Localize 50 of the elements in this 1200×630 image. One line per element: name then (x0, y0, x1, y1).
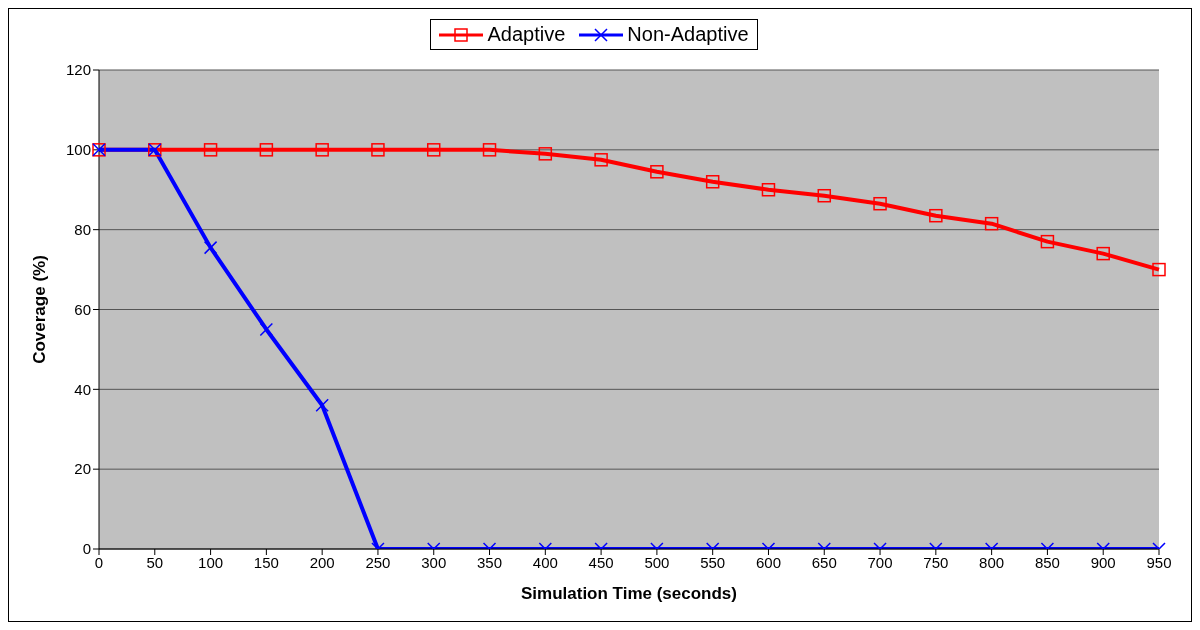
point (482, 143, 497, 157)
x-tick-label: 600 (755, 553, 781, 571)
x-tick-label: 850 (1034, 553, 1060, 571)
x-tick-label: 950 (1146, 553, 1172, 571)
point (817, 188, 832, 203)
point (203, 143, 218, 157)
x-tick-label: 750 (923, 553, 949, 571)
x-tick-label: 400 (532, 553, 558, 571)
point (315, 143, 329, 157)
point (984, 216, 999, 231)
y-tick-label: 20 (74, 460, 91, 478)
x-tick-label: 200 (309, 553, 335, 571)
legend-label: Adaptive (487, 23, 566, 46)
point (426, 143, 441, 157)
point (259, 143, 274, 157)
x-tick-label: 250 (365, 553, 391, 571)
point (371, 143, 385, 157)
x-tick-label: 800 (979, 553, 1005, 571)
x-tick-label: 300 (421, 553, 447, 571)
x-tick-label: 900 (1090, 553, 1116, 571)
point (594, 153, 608, 167)
point (1040, 234, 1055, 249)
point (538, 147, 553, 161)
x-tick-label: 450 (588, 553, 614, 571)
point (1152, 262, 1166, 277)
point (203, 240, 218, 255)
point (1096, 246, 1110, 261)
y-tick-label: 100 (65, 141, 91, 159)
point (929, 208, 943, 223)
x-tick-label: 550 (700, 553, 726, 571)
x-tick-label: 350 (477, 553, 503, 571)
x-tick-label: 650 (811, 553, 837, 571)
x-tick-label: 500 (644, 553, 670, 571)
y-axis-title: Coverage (%) (30, 255, 50, 364)
x-tick-label: 150 (253, 553, 279, 571)
y-tick-label: 0 (82, 540, 91, 558)
y-tick-label: 120 (65, 61, 91, 79)
x-tick-label: 100 (198, 553, 224, 571)
y-tick-label: 60 (74, 300, 91, 318)
x-tick-label: 700 (867, 553, 893, 571)
y-tick-label: 80 (74, 220, 91, 238)
x-tick-label: 0 (94, 553, 104, 571)
point (873, 196, 887, 211)
y-tick-label: 40 (74, 380, 91, 398)
x-tick-label: 50 (146, 553, 164, 571)
point (650, 165, 664, 179)
point (705, 175, 720, 189)
legend-label: Non-Adaptive (627, 23, 749, 46)
point (761, 183, 776, 197)
x-axis-title: Simulation Time (seconds) (520, 584, 738, 603)
